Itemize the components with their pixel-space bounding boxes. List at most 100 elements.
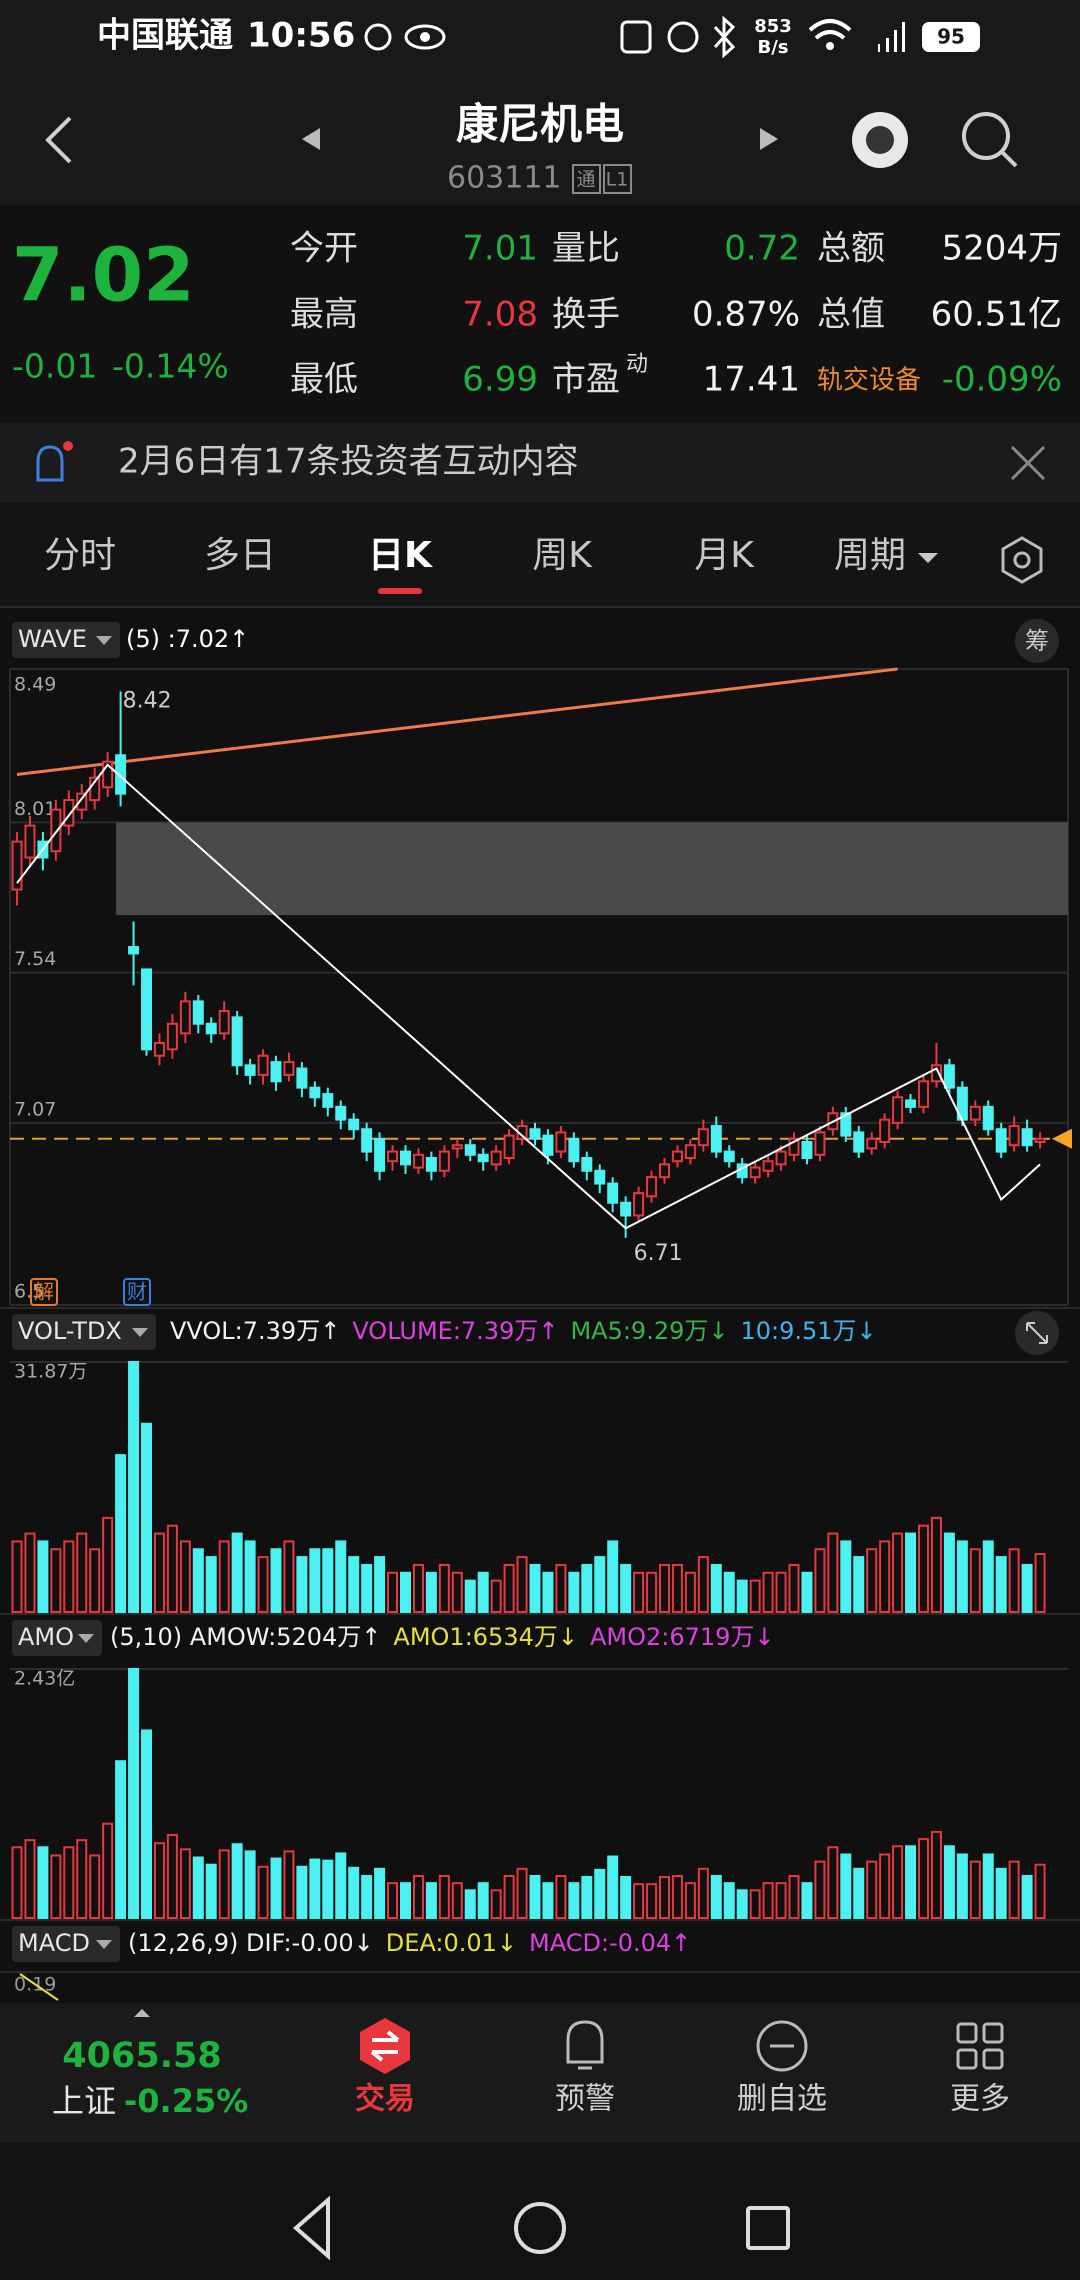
volume-bar: [840, 1540, 852, 1613]
tab[interactable]: 月K: [694, 535, 755, 576]
volume-bar: [205, 1863, 217, 1920]
volume-bar: [374, 1867, 386, 1920]
volume-bar: [542, 1571, 554, 1614]
eye-pupil: [420, 32, 430, 42]
index-name[interactable]: 上证: [52, 2082, 116, 2120]
indicator-name[interactable]: WAVE: [18, 625, 87, 653]
candle-body: [412, 1153, 424, 1169]
volume-bar: [956, 1540, 968, 1613]
indicator-box[interactable]: [12, 622, 120, 658]
dropdown-arrow: [78, 1634, 94, 1643]
dropdown-arrow: [96, 636, 112, 645]
tab[interactable]: 周期: [834, 535, 906, 576]
indicator-box[interactable]: [12, 1620, 102, 1656]
volume-bar: [762, 1571, 774, 1614]
assistant-eye: [866, 126, 894, 154]
indicator-name[interactable]: MACD: [18, 1929, 90, 1957]
tab[interactable]: 多日: [204, 535, 276, 576]
volume-bar: [814, 1548, 826, 1614]
indicator-box[interactable]: [12, 1926, 120, 1962]
nav-home[interactable]: [514, 2202, 566, 2254]
nav-recent[interactable]: [746, 2206, 790, 2250]
candle-body: [63, 799, 75, 827]
prev-stock[interactable]: [302, 128, 320, 150]
search-button[interactable]: [962, 112, 1010, 160]
index-change[interactable]: -0.25%: [124, 2082, 248, 2120]
candle-body: [115, 754, 127, 795]
field-label: 轨交设备: [817, 366, 921, 396]
volume-bar: [646, 1883, 658, 1919]
indicator-box[interactable]: [12, 1314, 156, 1350]
candle-body: [529, 1128, 541, 1140]
price-change: -0.01: [12, 347, 97, 386]
volume-bar: [568, 1571, 580, 1614]
volume-bar: [50, 1548, 62, 1614]
volume-bar: [412, 1874, 424, 1920]
volume-bar: [762, 1882, 774, 1920]
volume-bar: [736, 1579, 748, 1614]
more-icon[interactable]: [956, 2022, 1004, 2070]
volume-bar: [477, 1882, 489, 1920]
field-value: -0.09%: [942, 360, 1062, 400]
next-stock[interactable]: [760, 128, 778, 150]
index-expand[interactable]: [134, 2009, 150, 2017]
candle-body: [969, 1105, 981, 1121]
nav-back[interactable]: [292, 2195, 330, 2261]
bottom-item[interactable]: 删自选: [737, 2082, 827, 2117]
volume-bar: [192, 1548, 204, 1614]
volume-bar: [697, 1867, 709, 1920]
alert-icon[interactable]: [566, 2020, 604, 2070]
last-price: 7.02: [12, 233, 195, 319]
carrier: 中国联通: [97, 16, 233, 56]
eye-icon: [404, 24, 446, 50]
index-value[interactable]: 4065.58: [62, 2036, 221, 2076]
volume-bar: [969, 1860, 981, 1919]
candle-body: [555, 1131, 567, 1153]
tab[interactable]: 分时: [44, 535, 116, 576]
tab[interactable]: 周K: [532, 535, 593, 576]
more-cell: [956, 2022, 978, 2044]
volume-bar: [801, 1882, 813, 1920]
bottom-item[interactable]: 交易: [355, 2082, 415, 2117]
tab-underline: [378, 588, 422, 594]
volume-bar: [982, 1853, 994, 1919]
event-marker[interactable]: 解: [34, 1280, 54, 1304]
candle-body: [283, 1061, 295, 1076]
more-cell: [982, 2022, 1004, 2044]
volume-bar: [425, 1882, 437, 1920]
tab[interactable]: 日K: [368, 535, 433, 576]
volume-bar: [594, 1868, 606, 1919]
notice-text[interactable]: 2月6日有17条投资者互动内容: [118, 442, 579, 482]
more-cell: [956, 2048, 978, 2070]
y-tick-label: 7.07: [14, 1098, 56, 1120]
volume-bar: [749, 1889, 761, 1920]
indicator-name[interactable]: AMO: [18, 1623, 74, 1651]
chip-label[interactable]: 筹: [1025, 627, 1049, 655]
dropdown-arrow: [96, 1940, 112, 1949]
field-value: 6.99: [462, 360, 538, 400]
volume-bar: [115, 1454, 127, 1614]
volume-bar: [905, 1845, 917, 1919]
back-button[interactable]: [45, 116, 72, 164]
chart-settings[interactable]: [1001, 536, 1043, 584]
volume-bar: [684, 1882, 696, 1920]
candle-body: [594, 1169, 606, 1185]
volume-bar: [633, 1571, 645, 1614]
indicator-name[interactable]: VOL-TDX: [18, 1317, 122, 1345]
wave-line: [16, 763, 1041, 1230]
volume-bar: [503, 1563, 515, 1614]
field-label: 市盈: [552, 360, 620, 400]
volume-bar: [607, 1540, 619, 1613]
bottom-item[interactable]: 预警: [555, 2082, 615, 2117]
remove-icon[interactable]: [756, 2020, 808, 2072]
chip-button[interactable]: [1015, 619, 1059, 663]
event-marker[interactable]: 财: [127, 1280, 147, 1304]
bottom-item[interactable]: 更多: [950, 2082, 1010, 2117]
trade-icon[interactable]: [360, 2018, 410, 2074]
volume-bar: [594, 1556, 606, 1614]
volume-bar: [477, 1571, 489, 1614]
volume-bar: [866, 1548, 878, 1614]
volume-bar: [76, 1532, 88, 1613]
close-notice[interactable]: [1010, 445, 1046, 481]
